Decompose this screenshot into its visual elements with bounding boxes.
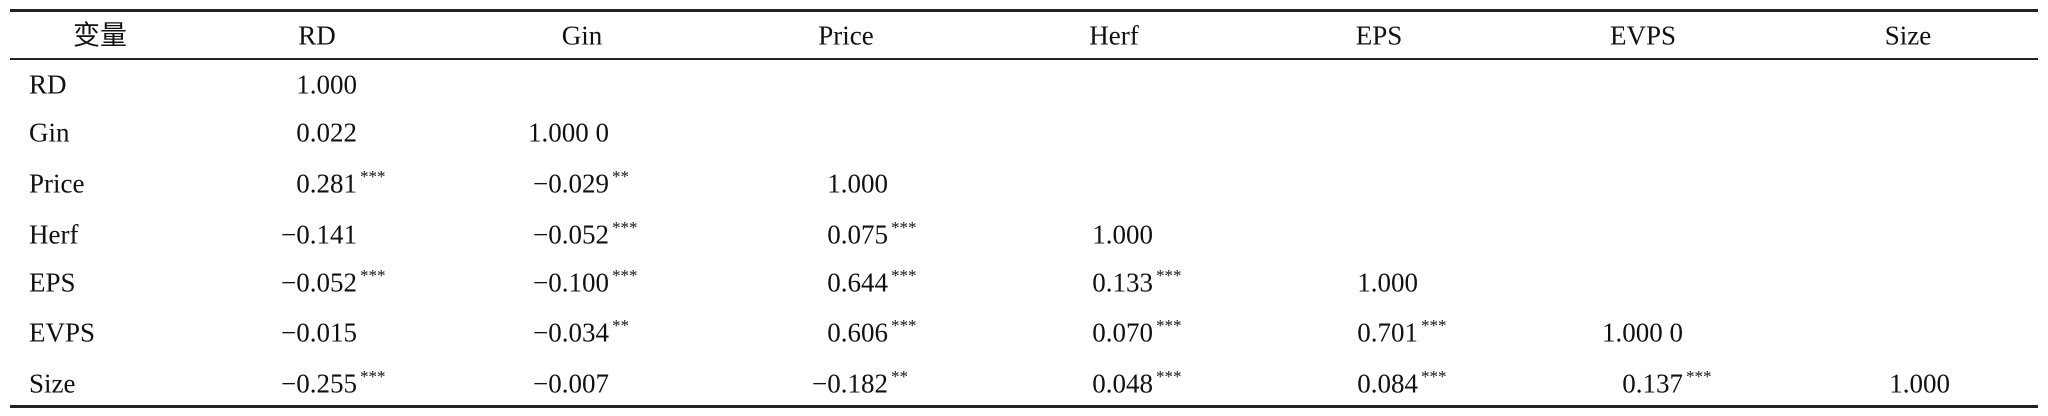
significance-stars: *** <box>1421 366 1447 386</box>
cell-value: 0.606 <box>827 317 888 348</box>
top-rule <box>10 9 2038 12</box>
row-label: Gin <box>29 117 70 148</box>
significance-stars: *** <box>360 366 386 386</box>
cell-value: −0.007 <box>533 368 609 399</box>
cell-value: 1.000 <box>296 69 357 100</box>
cell-value: 1.000 0 <box>1602 317 1683 348</box>
cell-value: 0.048 <box>1092 368 1153 399</box>
significance-stars: *** <box>1156 366 1182 386</box>
cell-value: −0.100 <box>533 267 609 298</box>
significance-stars: *** <box>1686 366 1712 386</box>
cell-value: −0.029 <box>533 168 609 199</box>
cell-value: 0.137 <box>1622 368 1683 399</box>
significance-stars: ** <box>612 315 629 335</box>
cell-value: 0.084 <box>1357 368 1418 399</box>
column-header: 变量 <box>73 20 127 51</box>
significance-stars: *** <box>1421 315 1447 335</box>
significance-stars: *** <box>1156 315 1182 335</box>
cell-value: 0.075 <box>827 219 888 250</box>
cell-value: −0.052 <box>281 267 357 298</box>
cell-value: −0.052 <box>533 219 609 250</box>
significance-stars: *** <box>891 315 917 335</box>
significance-stars: *** <box>891 265 917 285</box>
cell-value: −0.034 <box>533 317 609 348</box>
cell-value: 0.701 <box>1357 317 1418 348</box>
significance-stars: *** <box>360 166 386 186</box>
row-label: Size <box>29 368 76 399</box>
cell-value: 0.070 <box>1092 317 1153 348</box>
significance-stars: *** <box>360 265 386 285</box>
cell-value: 0.022 <box>296 117 357 148</box>
cell-value: −0.015 <box>281 317 357 348</box>
significance-stars: *** <box>1156 265 1182 285</box>
bottom-rule <box>10 405 2038 408</box>
significance-stars: *** <box>612 217 638 237</box>
column-header: RD <box>298 20 336 51</box>
cell-value: 1.000 <box>1357 267 1418 298</box>
cell-value: −0.182 <box>812 368 888 399</box>
cell-value: −0.141 <box>281 219 357 250</box>
cell-value: −0.255 <box>281 368 357 399</box>
row-label: Herf <box>29 219 79 250</box>
cell-value: 1.000 <box>827 168 888 199</box>
row-label: Price <box>29 168 85 199</box>
cell-value: 0.644 <box>827 267 888 298</box>
significance-stars: ** <box>612 166 629 186</box>
cell-value: 1.000 <box>1889 368 1950 399</box>
cell-value: 0.133 <box>1092 267 1153 298</box>
column-header: EPS <box>1355 20 1403 51</box>
column-header: Herf <box>1089 20 1139 51</box>
column-header: EVPS <box>1609 20 1677 51</box>
cell-value: 1.000 <box>1092 219 1153 250</box>
column-header: Gin <box>561 20 603 51</box>
significance-stars: *** <box>612 265 638 285</box>
column-header: Size <box>1884 20 1932 51</box>
row-label: EVPS <box>29 317 96 348</box>
significance-stars: ** <box>891 366 908 386</box>
significance-stars: *** <box>891 217 917 237</box>
cell-value: 0.281 <box>296 168 357 199</box>
row-label: RD <box>29 69 67 100</box>
column-header: Price <box>818 20 874 51</box>
header-rule <box>10 58 2038 60</box>
cell-value: 1.000 0 <box>528 117 609 148</box>
row-label: EPS <box>29 267 76 298</box>
